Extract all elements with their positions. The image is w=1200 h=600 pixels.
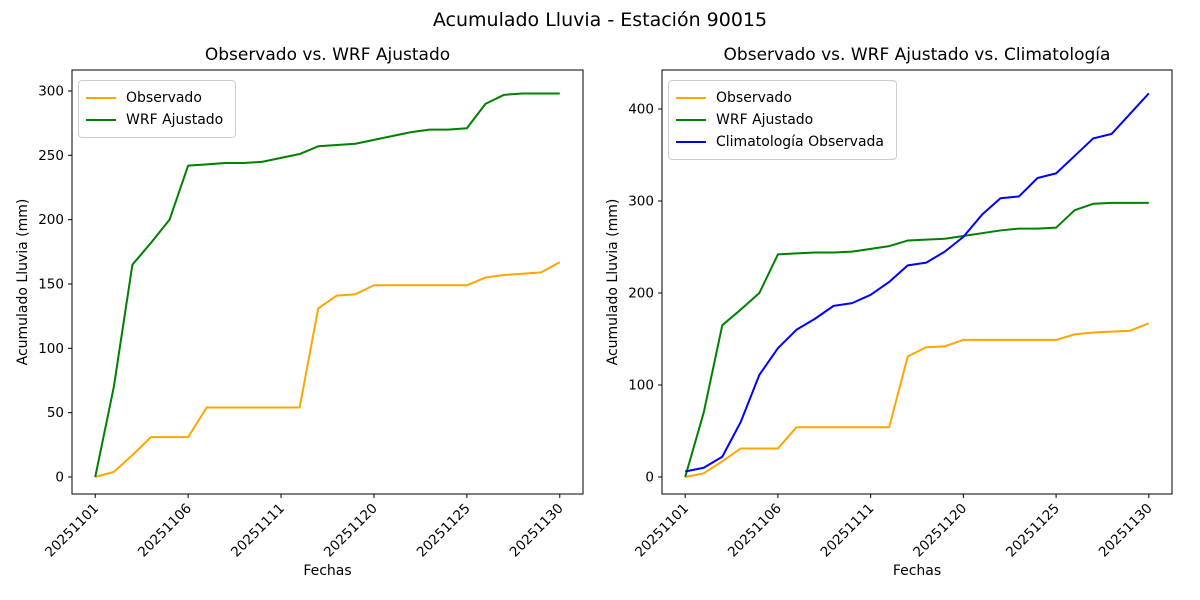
y-tick-label: 400: [628, 102, 654, 118]
left-x-axis-label: Fechas: [303, 563, 352, 579]
y-tick-label: 0: [645, 469, 654, 485]
left-y-axis-label: Acumulado Lluvia (mm): [15, 198, 31, 366]
series-line-observado: [94, 261, 561, 478]
x-tick-label: 20251120: [321, 501, 381, 561]
x-tick-label: 20251111: [228, 501, 288, 561]
legend-item: Observado: [676, 87, 884, 109]
y-tick-label: 0: [55, 470, 64, 486]
series-line-wrf-ajustado: [684, 201, 1149, 478]
x-tick-label: 20251106: [135, 501, 195, 561]
x-tick-label: 20251120: [910, 501, 970, 561]
legend-label: WRF Ajustado: [716, 112, 814, 128]
y-tick-label: 100: [38, 341, 64, 357]
x-tick-label: 20251101: [42, 501, 102, 561]
figure-title: Acumulado Lluvia - Estación 90015: [432, 9, 768, 31]
legend-swatch-climatologia-observada: [676, 141, 706, 143]
y-tick-label: 50: [47, 405, 64, 421]
legend-label: Climatología Observada: [716, 134, 884, 150]
legend-swatch-wrf-ajustado: [676, 119, 706, 121]
y-tick-label: 250: [38, 148, 64, 164]
right-chart-title: Observado vs. WRF Ajustado vs. Climatolo…: [723, 45, 1111, 65]
x-tick-label: 20251101: [632, 501, 692, 561]
legend-item: WRF Ajustado: [676, 109, 884, 131]
y-tick-label: 200: [628, 285, 654, 301]
right-chart-legend: Observado WRF Ajustado Climatología Obse…: [668, 80, 897, 160]
x-tick-label: 20251130: [1096, 501, 1156, 561]
left-chart-title: Observado vs. WRF Ajustado: [204, 45, 451, 65]
x-tick-label: 20251111: [818, 501, 878, 561]
legend-item: WRF Ajustado: [86, 109, 223, 131]
right-x-axis-label: Fechas: [892, 563, 942, 579]
y-tick-label: 100: [628, 377, 654, 393]
series-line-observado: [684, 322, 1150, 478]
x-tick-label: 20251125: [1003, 501, 1063, 561]
legend-label: Observado: [126, 90, 202, 106]
legend-label: Observado: [716, 90, 792, 106]
series-line-wrf-ajustado: [94, 92, 560, 478]
y-tick-label: 300: [38, 83, 64, 99]
x-tick-label: 20251106: [725, 501, 785, 561]
y-tick-label: 200: [38, 212, 64, 228]
legend-swatch-observado: [86, 97, 116, 99]
y-tick-label: 150: [38, 276, 64, 292]
legend-item: Observado: [86, 87, 223, 109]
legend-label: WRF Ajustado: [126, 112, 224, 128]
legend-swatch-observado: [676, 97, 706, 99]
y-tick-label: 300: [628, 193, 654, 209]
legend-swatch-wrf-ajustado: [86, 119, 116, 121]
left-chart-legend: Observado WRF Ajustado: [78, 80, 237, 138]
x-tick-label: 20251130: [507, 501, 567, 561]
right-y-axis-label: Acumulado Lluvia (mm): [605, 198, 621, 366]
x-tick-label: 20251125: [414, 501, 474, 561]
legend-item: Climatología Observada: [676, 131, 884, 153]
